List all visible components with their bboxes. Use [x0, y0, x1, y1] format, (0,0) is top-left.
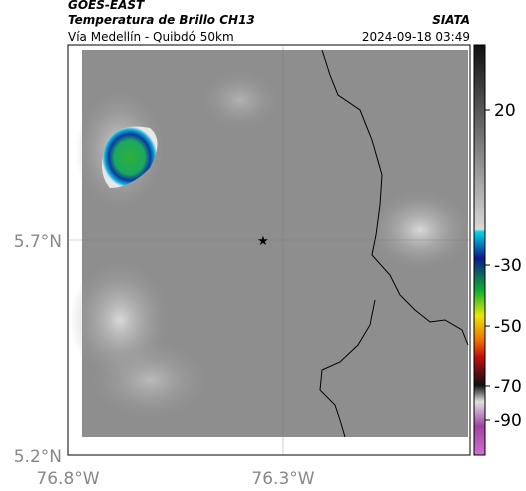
- lon-tick-label: 76.8°W: [36, 469, 99, 489]
- border-lines: [319, 49, 469, 438]
- colorbar-tick-label: -70: [494, 377, 522, 397]
- source-title: GOES-EAST: [68, 0, 145, 12]
- location-marker: ★: [257, 234, 269, 249]
- colorbar-tick-label: 20: [494, 101, 516, 121]
- satellite-image: [70, 50, 470, 437]
- colorbar-tick-label: -50: [494, 317, 522, 337]
- colorbar-tick-label: -90: [494, 411, 522, 431]
- colorbar: [473, 44, 486, 456]
- graticule: [68, 45, 470, 455]
- timestamp: 2024-09-18 03:49: [362, 30, 470, 44]
- lon-tick-label: 76.3°W: [251, 469, 314, 489]
- agency-label: SIATA: [432, 13, 470, 27]
- lat-tick-label: 5.7°N: [14, 232, 62, 252]
- route-label: Vía Medellín - Quibdó 50km: [68, 30, 234, 44]
- lat-tick-label: 5.2°N: [14, 447, 62, 467]
- colorbar-tick-label: -30: [494, 256, 522, 276]
- product-title: Temperatura de Brillo CH13: [68, 13, 255, 27]
